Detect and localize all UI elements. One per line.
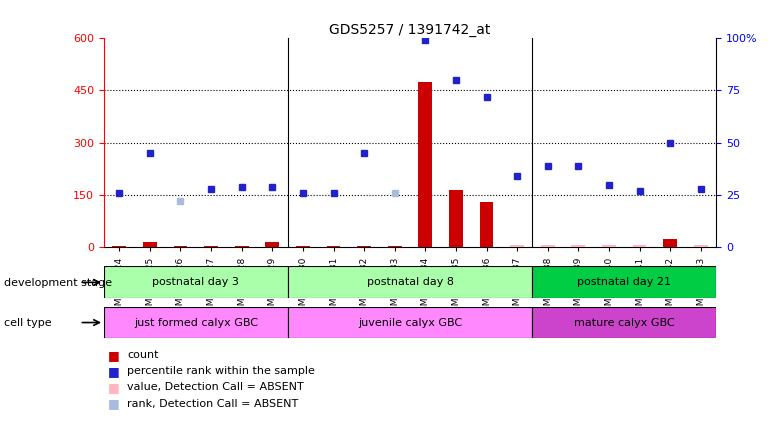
Text: cell type: cell type bbox=[4, 318, 52, 328]
Title: GDS5257 / 1391742_at: GDS5257 / 1391742_at bbox=[330, 23, 490, 37]
Bar bbox=[326, 246, 340, 247]
Bar bbox=[204, 246, 218, 247]
Bar bbox=[357, 246, 371, 247]
Bar bbox=[541, 244, 554, 247]
Text: ■: ■ bbox=[108, 397, 119, 410]
Text: postnatal day 21: postnatal day 21 bbox=[578, 277, 671, 287]
Bar bbox=[694, 244, 708, 247]
Bar bbox=[449, 190, 463, 247]
Bar bbox=[480, 202, 494, 247]
Bar bbox=[533, 266, 716, 298]
Bar bbox=[533, 307, 716, 338]
Text: mature calyx GBC: mature calyx GBC bbox=[574, 318, 675, 327]
Bar bbox=[235, 246, 249, 247]
Text: juvenile calyx GBC: juvenile calyx GBC bbox=[358, 318, 462, 327]
Bar bbox=[388, 246, 402, 247]
Text: ■: ■ bbox=[108, 365, 119, 378]
Text: value, Detection Call = ABSENT: value, Detection Call = ABSENT bbox=[127, 382, 304, 393]
Bar bbox=[511, 244, 524, 247]
Bar bbox=[602, 244, 616, 247]
Bar bbox=[296, 246, 310, 247]
Bar bbox=[288, 307, 533, 338]
Bar bbox=[571, 244, 585, 247]
Text: ■: ■ bbox=[108, 349, 119, 362]
Bar bbox=[418, 82, 432, 247]
Text: count: count bbox=[127, 350, 159, 360]
Bar bbox=[663, 239, 677, 247]
Bar bbox=[288, 266, 533, 298]
Bar bbox=[143, 242, 157, 247]
Bar bbox=[633, 244, 647, 247]
Bar bbox=[266, 242, 280, 247]
Bar bbox=[112, 246, 126, 247]
Bar bbox=[104, 307, 288, 338]
Bar bbox=[104, 266, 288, 298]
Text: ■: ■ bbox=[108, 381, 119, 394]
Text: postnatal day 8: postnatal day 8 bbox=[367, 277, 454, 287]
Text: development stage: development stage bbox=[4, 277, 112, 288]
Bar bbox=[173, 246, 187, 247]
Text: percentile rank within the sample: percentile rank within the sample bbox=[127, 366, 315, 376]
Text: just formed calyx GBC: just formed calyx GBC bbox=[134, 318, 258, 327]
Text: rank, Detection Call = ABSENT: rank, Detection Call = ABSENT bbox=[127, 398, 298, 409]
Text: postnatal day 3: postnatal day 3 bbox=[152, 277, 239, 287]
